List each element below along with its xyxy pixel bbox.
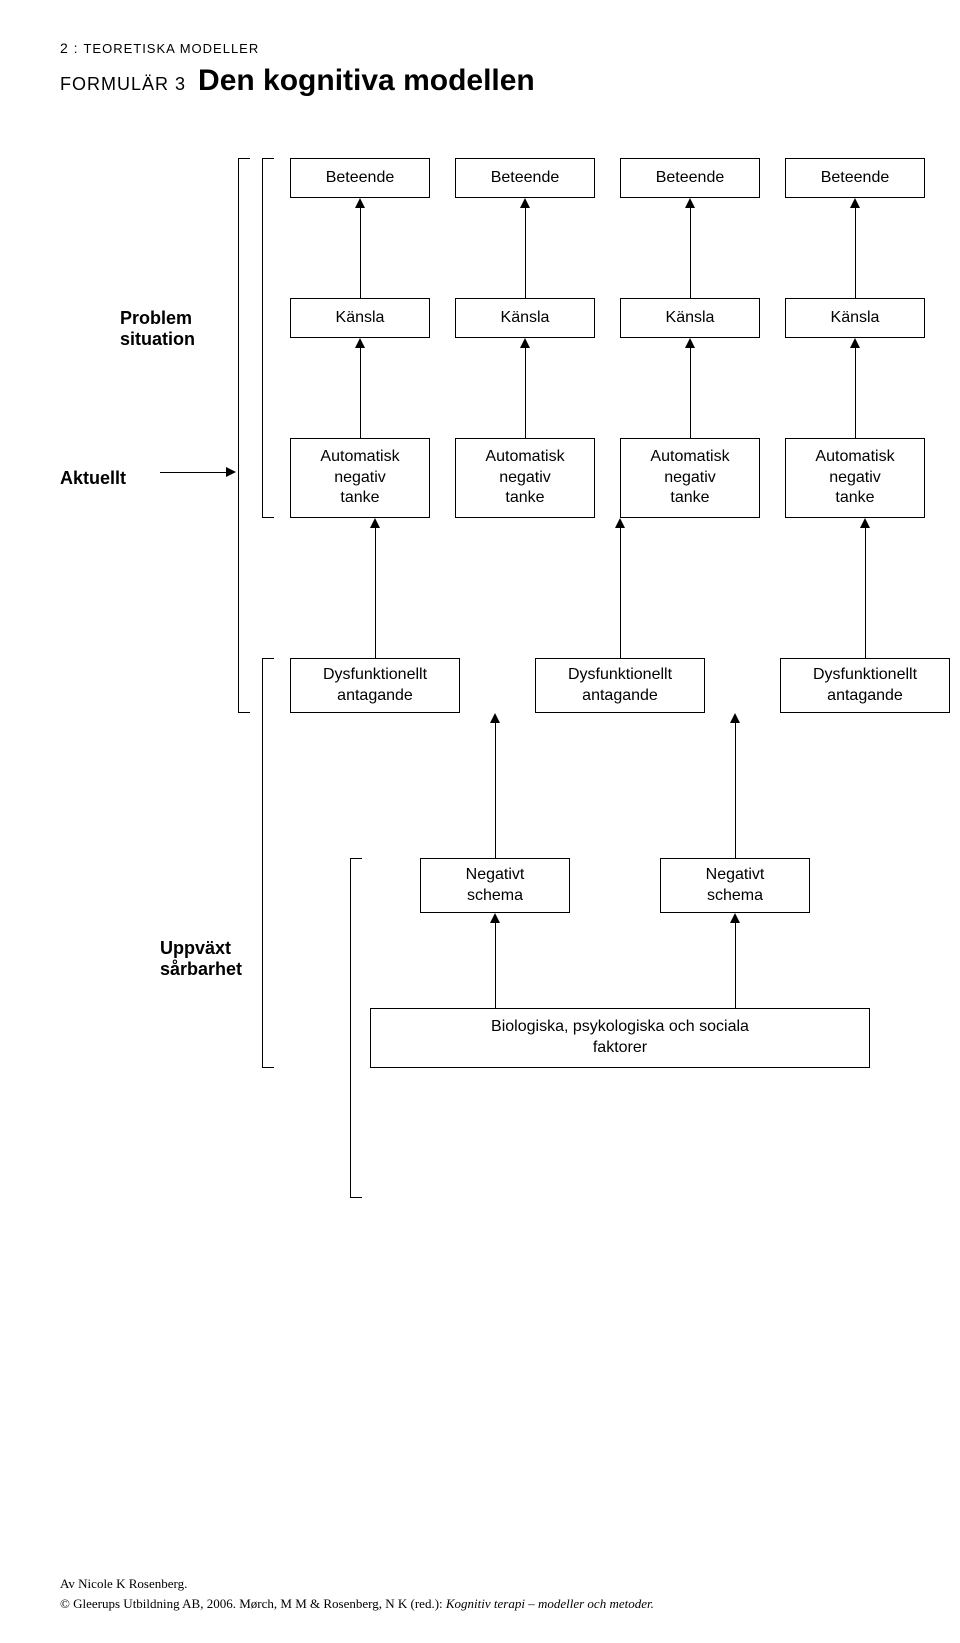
label-uppvaxt: Uppväxtsårbarhet xyxy=(160,938,242,980)
box-schema-0: Negativt schema xyxy=(420,858,570,913)
chapter-label: TEORETISKA MODELLER xyxy=(83,41,259,56)
footer: Av Nicole K Rosenberg. © Gleerups Utbild… xyxy=(60,1574,654,1613)
bracket-problem xyxy=(262,158,274,518)
box-beteende-1: Beteende xyxy=(455,158,595,198)
chapter-num: 2 : xyxy=(60,40,79,56)
box-beteende-2: Beteende xyxy=(620,158,760,198)
box-auto-2: Automatisk negativ tanke xyxy=(620,438,760,518)
box-bio: Biologiska, psykologiska och sociala fak… xyxy=(370,1008,870,1068)
footer-author: Av Nicole K Rosenberg. xyxy=(60,1574,654,1594)
box-auto-3: Automatisk negativ tanke xyxy=(785,438,925,518)
form-label: FORMULÄR 3 xyxy=(60,74,186,94)
bracket-aktuellt xyxy=(238,158,250,713)
box-kansla-3: Känsla xyxy=(785,298,925,338)
box-kansla-1: Känsla xyxy=(455,298,595,338)
box-beteende-3: Beteende xyxy=(785,158,925,198)
page-title-line: FORMULÄR 3 Den kognitiva modellen xyxy=(60,64,900,98)
box-kansla-2: Känsla xyxy=(620,298,760,338)
box-dysfunk-0: Dysfunktionellt antagande xyxy=(290,658,460,713)
box-beteende-0: Beteende xyxy=(290,158,430,198)
box-schema-1: Negativt schema xyxy=(660,858,810,913)
cognitive-model-diagram: BeteendeBeteendeBeteendeBeteendeKänslaKä… xyxy=(60,158,900,1278)
bracket-uppvaxt xyxy=(350,858,362,1198)
bracket-lower xyxy=(262,658,274,1068)
box-auto-1: Automatisk negativ tanke xyxy=(455,438,595,518)
box-kansla-0: Känsla xyxy=(290,298,430,338)
page-title: Den kognitiva modellen xyxy=(198,64,535,97)
label-aktuellt: Aktuellt xyxy=(60,468,126,489)
box-dysfunk-2: Dysfunktionellt antagande xyxy=(780,658,950,713)
box-dysfunk-1: Dysfunktionellt antagande xyxy=(535,658,705,713)
box-auto-0: Automatisk negativ tanke xyxy=(290,438,430,518)
label-problem: Problemsituation xyxy=(120,308,195,350)
footer-copyright: © Gleerups Utbildning AB, 2006. Mørch, M… xyxy=(60,1594,654,1614)
chapter-header: 2 : TEORETISKA MODELLER xyxy=(60,40,900,56)
